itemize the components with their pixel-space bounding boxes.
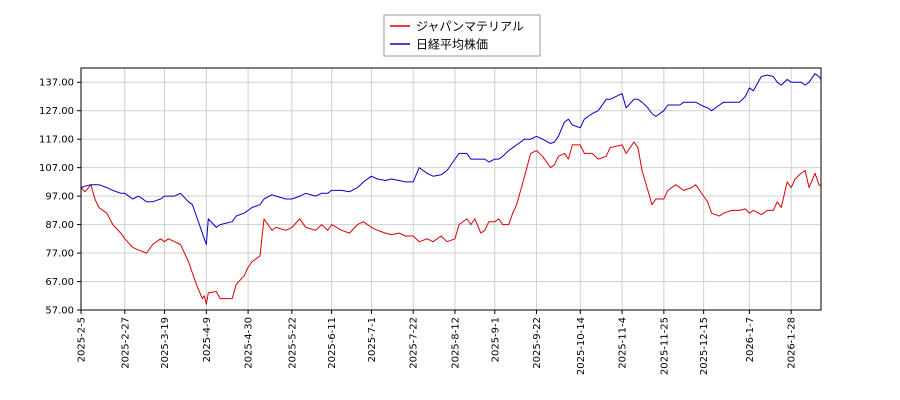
x-tick-label: 2025-8-12 xyxy=(450,317,461,369)
y-axis: 57.00 67.00 77.00 87.00 97.00 107.00 117.00 127… xyxy=(39,78,81,317)
x-tick-label: 2025-11-4 xyxy=(618,317,629,369)
legend-label-japan-material: ジャパンマテリアル xyxy=(416,20,524,34)
x-tick-label: 2026-1-7 xyxy=(745,317,756,362)
y-tick-label: 87.00 xyxy=(45,220,74,231)
grid xyxy=(80,68,821,311)
legend-box xyxy=(383,14,541,57)
x-tick-label: 2025-9-22 xyxy=(532,317,543,369)
x-tick-label: 2025-12-15 xyxy=(699,317,710,375)
japan-material-line xyxy=(80,141,822,305)
legend-label-nikkei: 日経平均株価 xyxy=(416,37,488,52)
x-tick-label: 2025-7-1 xyxy=(367,317,378,362)
x-tick-label: 2025-4-9 xyxy=(202,317,213,362)
x-axis: 2025-2-5 2025-2-27 2025-3-19 2025-4-9 2025-4… xyxy=(77,310,798,375)
x-tick-label: 2025-7-22 xyxy=(409,317,420,369)
y-tick-label: 77.00 xyxy=(45,249,74,260)
y-tick-label: 127.00 xyxy=(39,106,74,117)
x-tick-label: 2025-11-25 xyxy=(659,317,670,375)
x-tick-label: 2025-9-1 xyxy=(490,317,501,362)
x-tick-label: 2025-5-22 xyxy=(287,317,298,369)
nikkei-line xyxy=(80,73,822,245)
x-tick-label: 2025-4-30 xyxy=(244,317,255,369)
y-tick-label: 67.00 xyxy=(45,277,74,288)
x-tick-label: 2025-6-11 xyxy=(327,317,338,369)
x-tick-label: 2025-10-14 xyxy=(576,317,587,375)
y-tick-label: 117.00 xyxy=(39,135,74,146)
legend: ジャパンマテリアル 日経平均株価 xyxy=(383,14,541,57)
y-tick-label: 107.00 xyxy=(39,163,74,174)
plot-frame xyxy=(80,67,822,311)
x-tick-label: 2025-3-19 xyxy=(160,317,171,369)
x-tick-label: 2025-2-27 xyxy=(120,317,131,369)
x-tick-label: 2026-1-28 xyxy=(787,317,798,369)
y-tick-label: 57.00 xyxy=(45,306,74,317)
x-tick-label: 2025-2-5 xyxy=(77,317,88,362)
y-tick-label: 97.00 xyxy=(45,192,74,203)
series-lines xyxy=(80,73,822,305)
y-tick-label: 137.00 xyxy=(39,78,74,89)
